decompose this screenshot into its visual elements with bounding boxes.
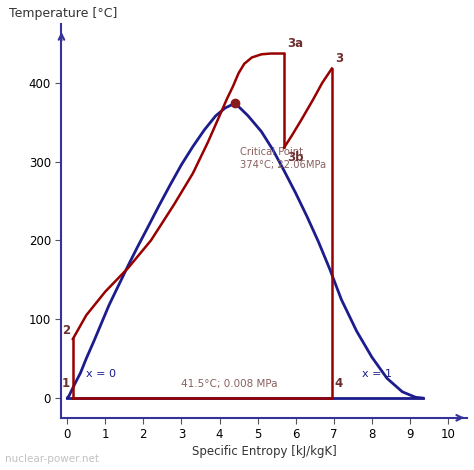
Text: 41.5°C; 0.008 MPa: 41.5°C; 0.008 MPa (182, 379, 278, 389)
Text: 2: 2 (62, 324, 70, 337)
Text: x = 0: x = 0 (86, 369, 116, 379)
Text: Temperature [°C]: Temperature [°C] (9, 7, 117, 20)
X-axis label: Specific Entropy [kJ/kgK]: Specific Entropy [kJ/kgK] (192, 446, 337, 458)
Text: x = 1: x = 1 (362, 369, 392, 379)
Text: Critical Point
374°C; 22.06MPa: Critical Point 374°C; 22.06MPa (240, 147, 326, 170)
Text: 4: 4 (335, 377, 343, 390)
Text: 1: 1 (62, 377, 70, 390)
Text: nuclear-power.net: nuclear-power.net (5, 454, 99, 463)
Text: 3a: 3a (287, 38, 303, 50)
Text: 3: 3 (335, 52, 343, 65)
Text: 3b: 3b (287, 150, 304, 164)
